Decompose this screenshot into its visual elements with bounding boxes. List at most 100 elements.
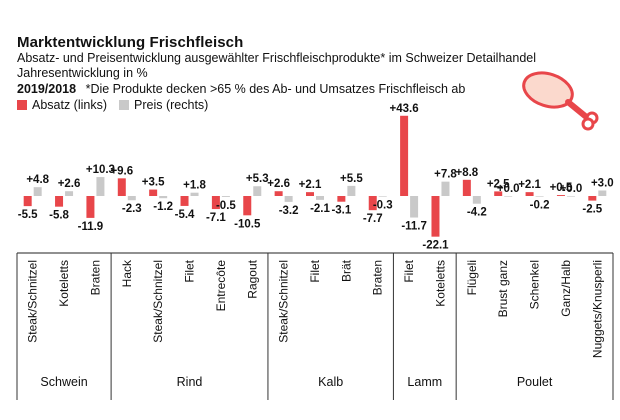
period-label: 2019/2018 — [17, 82, 77, 96]
category-label: Steak/Schnitzel — [277, 260, 291, 343]
data-label-preis: -0.3 — [373, 200, 393, 212]
bar-absatz — [180, 196, 189, 206]
data-label-preis: -0.5 — [216, 200, 236, 212]
data-label-absatz: -5.5 — [18, 209, 38, 221]
group-label: Rind — [177, 375, 203, 389]
bar-preis — [96, 177, 105, 196]
category-label: Braten — [371, 260, 385, 295]
category-label: Filet — [308, 259, 322, 282]
group-label: Lamm — [407, 375, 442, 389]
data-label-absatz: +0.5 — [550, 182, 573, 194]
category-label: Steak/Schnitzel — [151, 260, 165, 343]
bar-preis — [221, 196, 230, 197]
data-label-preis: +7.8 — [434, 169, 457, 181]
category-label: Filet — [402, 259, 416, 282]
bar-absatz — [86, 196, 95, 218]
data-label-preis: +5.5 — [340, 173, 363, 185]
data-label-preis: +0.0 — [497, 183, 520, 195]
bar-absatz — [525, 192, 534, 196]
bar-absatz — [149, 189, 158, 196]
bar-absatz — [462, 179, 471, 196]
bar-preis — [535, 196, 544, 197]
legend-swatch-absatz — [17, 100, 27, 110]
chicken-leg-icon — [518, 68, 610, 136]
bar-preis — [347, 185, 356, 196]
data-label-preis: -0.2 — [530, 199, 550, 211]
bar-preis — [65, 191, 74, 196]
legend-label-preis: Preis (rechts) — [134, 98, 209, 112]
category-label: Filet — [183, 259, 197, 282]
category-label: Steak/Schnitzel — [26, 260, 40, 343]
data-label-absatz: -22.1 — [422, 240, 449, 252]
data-label-preis: -4.2 — [467, 207, 487, 219]
bar-preis — [472, 196, 481, 204]
data-label-absatz: +3.5 — [142, 177, 165, 189]
data-label-absatz: +8.8 — [455, 167, 478, 179]
category-label: Brät — [339, 259, 353, 282]
data-label-preis: -2.3 — [122, 203, 142, 215]
bar-preis — [33, 187, 42, 196]
chart-unit-line: Jahresentwicklung in % — [17, 66, 148, 80]
bar-preis — [159, 196, 168, 199]
footnote: *Die Produkte decken >65 % des Ab- und U… — [85, 82, 466, 96]
data-label-preis: +2.6 — [58, 178, 81, 190]
bar-preis — [378, 196, 387, 197]
bar-absatz — [243, 196, 252, 216]
group-label: Poulet — [517, 375, 553, 389]
category-label: Entrecôte — [214, 260, 228, 312]
bar-absatz — [23, 196, 32, 207]
data-label-absatz: -7.7 — [363, 213, 383, 225]
category-label: Koteletts — [433, 260, 447, 307]
category-label: Braten — [88, 260, 102, 295]
bar-preis — [127, 196, 136, 201]
bar-absatz — [431, 196, 440, 237]
data-label-preis: +10.3 — [86, 164, 115, 176]
data-label-absatz: -5.8 — [49, 210, 69, 222]
legend-item-absatz: Absatz (links) — [17, 98, 107, 112]
legend-item-preis: Preis (rechts) — [119, 98, 208, 112]
bar-preis — [284, 196, 293, 202]
data-label-preis: +5.3 — [246, 173, 269, 185]
data-label-preis: +4.8 — [26, 174, 49, 186]
chart-subtitle: Absatz- und Preisentwicklung ausgewählte… — [17, 51, 537, 65]
category-label: Ragout — [245, 259, 259, 298]
data-label-absatz: +2.1 — [518, 179, 541, 191]
bar-preis — [253, 186, 262, 196]
legend-label-absatz: Absatz (links) — [32, 98, 108, 112]
group-label: Schwein — [40, 375, 87, 389]
category-label: Koteletts — [57, 260, 71, 307]
category-label: Nuggets/Knusperli — [590, 260, 604, 358]
bar-absatz — [588, 196, 597, 201]
legend: Absatz (links) Preis (rechts) — [17, 98, 220, 112]
data-label-preis: -3.2 — [279, 205, 299, 217]
bar-absatz — [494, 191, 503, 196]
data-label-absatz: +2.1 — [299, 179, 322, 191]
data-label-preis: -1.2 — [153, 201, 173, 213]
bar-absatz — [274, 191, 283, 196]
legend-swatch-preis — [119, 100, 130, 110]
bar-absatz — [556, 195, 565, 196]
bar-absatz — [400, 115, 409, 196]
bar-preis — [190, 192, 199, 196]
page-title: Marktentwicklung Frischfleisch — [17, 34, 244, 51]
bar-preis — [410, 196, 419, 218]
data-label-absatz: -7.1 — [206, 212, 226, 224]
group-label: Kalb — [318, 375, 343, 389]
data-label-preis: -11.7 — [401, 221, 427, 233]
bar-absatz — [306, 192, 314, 196]
bar-preis — [441, 181, 450, 196]
data-label-preis: +0.0 — [560, 183, 583, 195]
category-label: Brust ganz — [496, 260, 510, 317]
bar-preis — [566, 196, 575, 197]
data-label-preis: -2.1 — [310, 203, 330, 215]
data-label-preis: +1.8 — [183, 180, 206, 192]
data-label-absatz: -2.5 — [582, 204, 602, 216]
data-label-absatz: +2.6 — [267, 178, 290, 190]
category-label: Ganz/Halb — [559, 260, 573, 317]
data-label-absatz: -10.5 — [234, 218, 261, 230]
bar-absatz — [55, 196, 64, 207]
bar-absatz — [337, 196, 346, 202]
data-label-absatz: +9.6 — [110, 165, 133, 177]
bar-preis — [504, 196, 513, 197]
